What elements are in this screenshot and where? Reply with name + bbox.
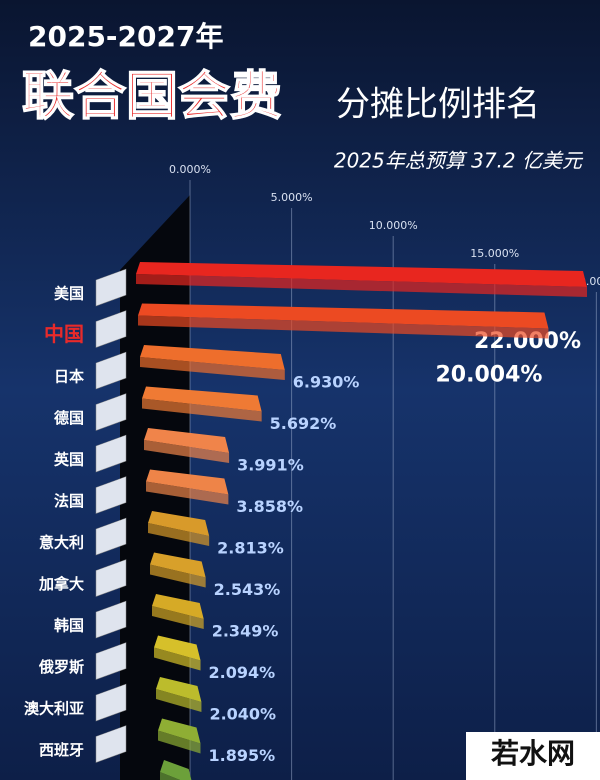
flag xyxy=(95,600,127,639)
chart-title: 联合国会费 xyxy=(22,67,282,127)
flag xyxy=(95,351,127,390)
bar-front xyxy=(158,730,201,754)
bar-top xyxy=(160,760,192,780)
watermark-box xyxy=(466,732,600,780)
title-suffix: 分摊比例排名 xyxy=(336,85,540,125)
flag xyxy=(95,393,127,431)
flag xyxy=(95,476,127,514)
subtitle: 2025年总预算 37.2 亿美元 xyxy=(334,149,584,173)
bar-front xyxy=(136,274,587,297)
x-tick-label: 15.000% xyxy=(470,247,519,260)
category-label: 俄罗斯 xyxy=(38,658,84,676)
x-tick-label: 0.000% xyxy=(169,163,211,176)
bar-top xyxy=(138,303,549,329)
value-label: 3.991% xyxy=(237,456,304,475)
bar-top xyxy=(152,594,204,619)
bar-top xyxy=(158,718,201,744)
category-label: 德国 xyxy=(54,409,84,427)
bar-front xyxy=(148,523,210,546)
value-label: 6.930% xyxy=(293,373,360,392)
flag xyxy=(95,642,127,680)
category-label: 日本 xyxy=(54,368,84,386)
bar-front xyxy=(154,647,201,671)
category-label: 西班牙 xyxy=(39,741,84,759)
x-tick-label: 10.000% xyxy=(369,219,418,232)
flag xyxy=(95,310,127,348)
flag xyxy=(95,434,127,473)
value-label: 2.543% xyxy=(214,580,281,599)
bar-front xyxy=(138,315,549,339)
bar-top xyxy=(142,386,262,412)
bar-front xyxy=(140,357,285,380)
value-label: 20.004% xyxy=(435,363,542,388)
flag xyxy=(95,268,127,307)
value-label: 2.813% xyxy=(217,539,284,558)
flag xyxy=(95,559,127,597)
bar-top xyxy=(140,345,285,370)
category-label: 意大利 xyxy=(39,534,84,552)
bar-top xyxy=(154,635,201,661)
bar-front xyxy=(150,564,206,588)
value-label: 2.094% xyxy=(209,663,276,682)
flag xyxy=(95,517,127,556)
flag xyxy=(95,725,127,763)
bar-front xyxy=(156,689,202,712)
category-label: 韩国 xyxy=(54,617,84,635)
value-label: 2.040% xyxy=(209,705,276,724)
bar-front xyxy=(160,772,181,780)
bar-top xyxy=(144,428,230,453)
flag xyxy=(95,683,127,722)
bar-front xyxy=(142,398,262,422)
title-top: 2025-2027年 xyxy=(28,20,223,53)
bar-top xyxy=(148,511,210,536)
bar-top xyxy=(136,262,587,287)
category-label: 中国 xyxy=(44,322,84,346)
value-label: 2.349% xyxy=(212,622,279,641)
watermark: 若水网 xyxy=(491,737,575,770)
value-label: 5.692% xyxy=(270,414,337,433)
bar-front xyxy=(146,481,229,505)
value-label: 3.858% xyxy=(236,497,303,516)
category-label: 加拿大 xyxy=(38,575,84,593)
category-label: 英国 xyxy=(54,451,84,469)
bar-top xyxy=(146,469,229,495)
x-tick-label: 5.000% xyxy=(271,191,313,204)
bar-front xyxy=(152,606,204,629)
bar-top xyxy=(150,552,206,578)
category-label: 澳大利亚 xyxy=(24,700,84,718)
bar-front xyxy=(144,440,230,463)
category-label: 美国 xyxy=(54,285,84,303)
category-label: 法国 xyxy=(54,492,84,510)
bar-top xyxy=(156,677,202,702)
value-label: 1.895% xyxy=(209,746,276,765)
